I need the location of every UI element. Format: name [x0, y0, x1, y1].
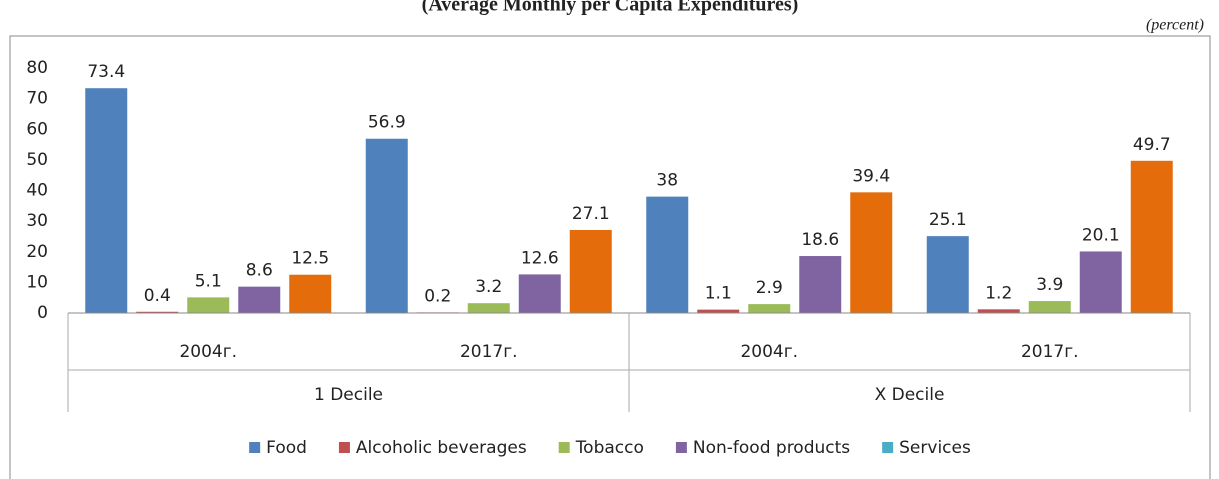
- bar: [518, 274, 561, 313]
- legend-label: Food: [266, 438, 307, 458]
- value-label: 12.5: [291, 249, 329, 269]
- value-label: 38: [656, 171, 678, 191]
- value-label: 1.2: [985, 283, 1012, 303]
- bar: [187, 297, 230, 313]
- bar: [977, 309, 1020, 313]
- legend-swatch: [338, 442, 350, 453]
- value-label: 0.2: [424, 286, 451, 306]
- value-label: 2.9: [756, 278, 783, 298]
- bar: [569, 230, 612, 313]
- bar: [1028, 301, 1071, 313]
- legend-swatch: [558, 442, 570, 453]
- chart-title: (Average Monthly per Capita Expenditures…: [422, 0, 799, 16]
- value-label: 3.9: [1036, 275, 1063, 295]
- x-tick-label: 2004г.: [179, 342, 237, 362]
- y-tick-label: 50: [26, 150, 48, 170]
- x-tick-label: 2004г.: [740, 342, 798, 362]
- bar: [1130, 160, 1173, 313]
- bar: [850, 192, 893, 313]
- bar: [926, 236, 969, 313]
- unit-label: (percent): [1146, 17, 1204, 34]
- value-label: 5.1: [195, 271, 222, 291]
- value-label: 20.1: [1082, 225, 1120, 245]
- legend-label: Non-food products: [693, 438, 850, 458]
- y-tick-label: 10: [26, 272, 48, 292]
- y-tick-label: 0: [37, 303, 48, 323]
- bar: [467, 303, 510, 313]
- y-tick-label: 80: [26, 58, 48, 78]
- bar: [289, 274, 332, 313]
- value-label: 25.1: [929, 210, 967, 230]
- bar: [646, 196, 689, 313]
- group-label: X Decile: [875, 385, 945, 405]
- bar: [799, 256, 842, 313]
- value-label: 3.2: [475, 277, 502, 297]
- legend-swatch: [249, 442, 261, 453]
- value-label: 8.6: [246, 261, 273, 281]
- group-label: 1 Decile: [314, 385, 383, 405]
- legend-label: Alcoholic beverages: [356, 438, 527, 458]
- bar: [85, 88, 128, 314]
- legend-label: Services: [899, 438, 971, 458]
- x-tick-label: 2017г.: [1021, 342, 1079, 362]
- legend-swatch: [675, 442, 687, 453]
- bar: [1079, 251, 1122, 313]
- legend-label: Tobacco: [575, 438, 644, 458]
- bar: [136, 311, 179, 313]
- y-tick-label: 20: [26, 242, 48, 262]
- y-tick-label: 70: [26, 89, 48, 109]
- bar: [365, 138, 408, 313]
- x-tick-label: 2017г.: [460, 342, 518, 362]
- value-label: 0.4: [144, 286, 171, 306]
- bar: [238, 286, 281, 313]
- value-label: 39.4: [852, 166, 890, 186]
- bar: [697, 309, 740, 313]
- y-tick-label: 30: [26, 211, 48, 231]
- value-label: 12.6: [521, 248, 559, 268]
- value-label: 73.4: [87, 62, 125, 82]
- value-label: 56.9: [368, 113, 406, 133]
- chart-border: [9, 35, 1211, 479]
- legend-swatch: [882, 442, 894, 453]
- y-tick-label: 60: [26, 119, 48, 139]
- value-label: 1.1: [705, 284, 732, 304]
- value-label: 49.7: [1133, 135, 1171, 155]
- bar: [748, 304, 791, 313]
- y-tick-label: 40: [26, 181, 48, 201]
- value-label: 27.1: [572, 204, 610, 224]
- value-label: 18.6: [801, 230, 839, 250]
